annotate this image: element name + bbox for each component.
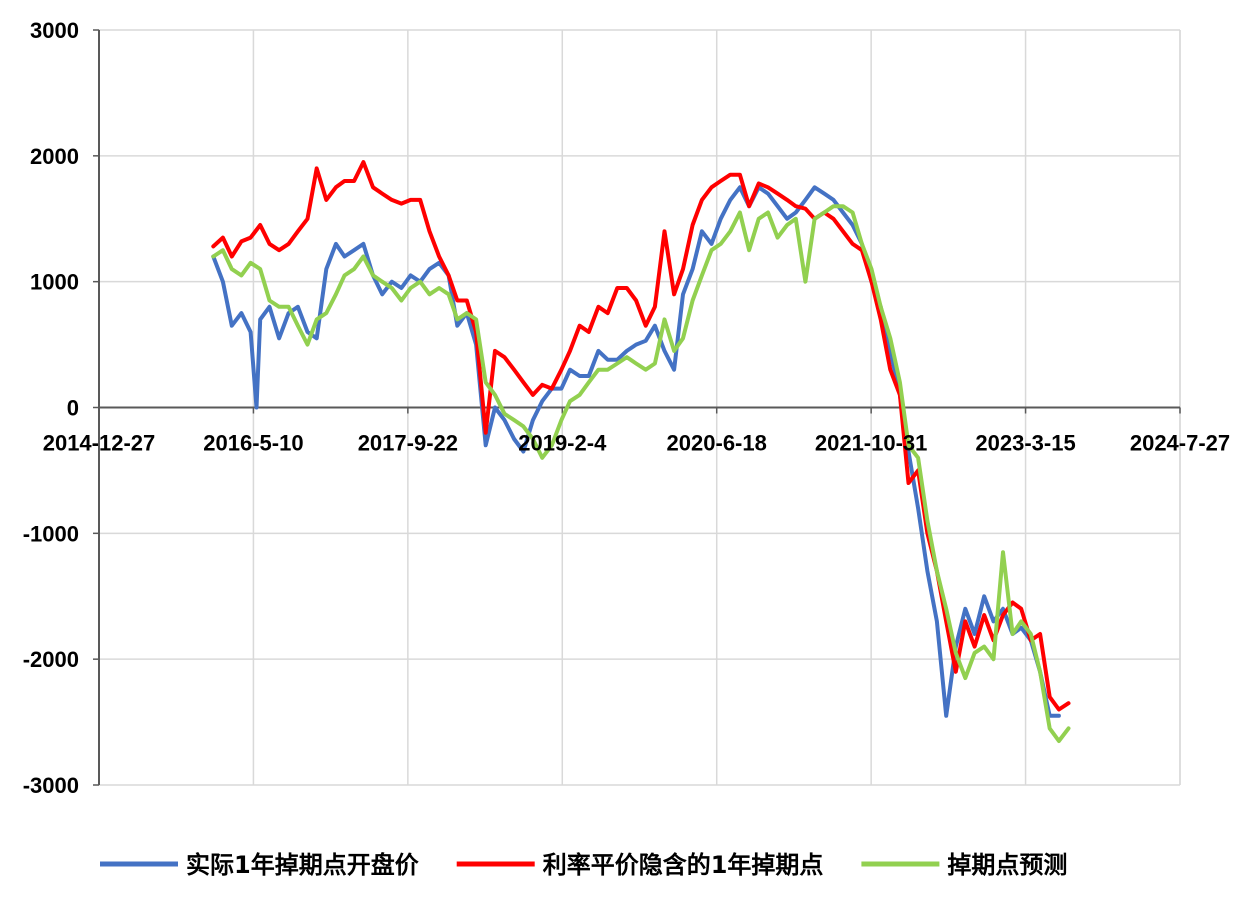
tick-labels: 3000 2000 1000 0 -1000 -2000 -3000 2014-12-27 20… xyxy=(23,18,1230,798)
legend-label-1: 实际1年掉期点开盘价 xyxy=(186,851,420,879)
legend-label-2: 利率平价隐含的1年掉期点 xyxy=(543,851,824,879)
axes xyxy=(93,29,1181,786)
x-tick-label: 2020-6-18 xyxy=(667,431,767,456)
legend: 实际1年掉期点开盘价 利率平价隐含的1年掉期点 掉期点预测 xyxy=(100,851,1067,879)
y-tick-label: 1000 xyxy=(30,270,79,295)
series-line-1 xyxy=(211,185,1061,718)
series-line-2 xyxy=(211,160,1071,712)
x-tick-label: 2023-3-15 xyxy=(975,431,1075,456)
y-tick-label: 2000 xyxy=(30,144,79,169)
x-tick-label: 2021-10-31 xyxy=(815,431,928,456)
y-tick-label: 0 xyxy=(67,396,79,421)
x-tick-label: 2016-5-10 xyxy=(203,431,303,456)
x-tick-label: 2019-2-4 xyxy=(518,431,607,456)
y-tick-label: 3000 xyxy=(30,18,79,43)
x-tick-label: 2017-9-22 xyxy=(358,431,458,456)
x-tick-label: 2024-7-27 xyxy=(1130,431,1230,456)
legend-label-3: 掉期点预测 xyxy=(947,851,1067,879)
series-line-3 xyxy=(211,204,1071,743)
y-tick-label: -3000 xyxy=(23,773,79,798)
y-tick-label: -1000 xyxy=(23,521,79,546)
y-tick-label: -2000 xyxy=(23,647,79,672)
x-tick-label: 2014-12-27 xyxy=(43,431,156,456)
series-lines xyxy=(211,160,1071,743)
